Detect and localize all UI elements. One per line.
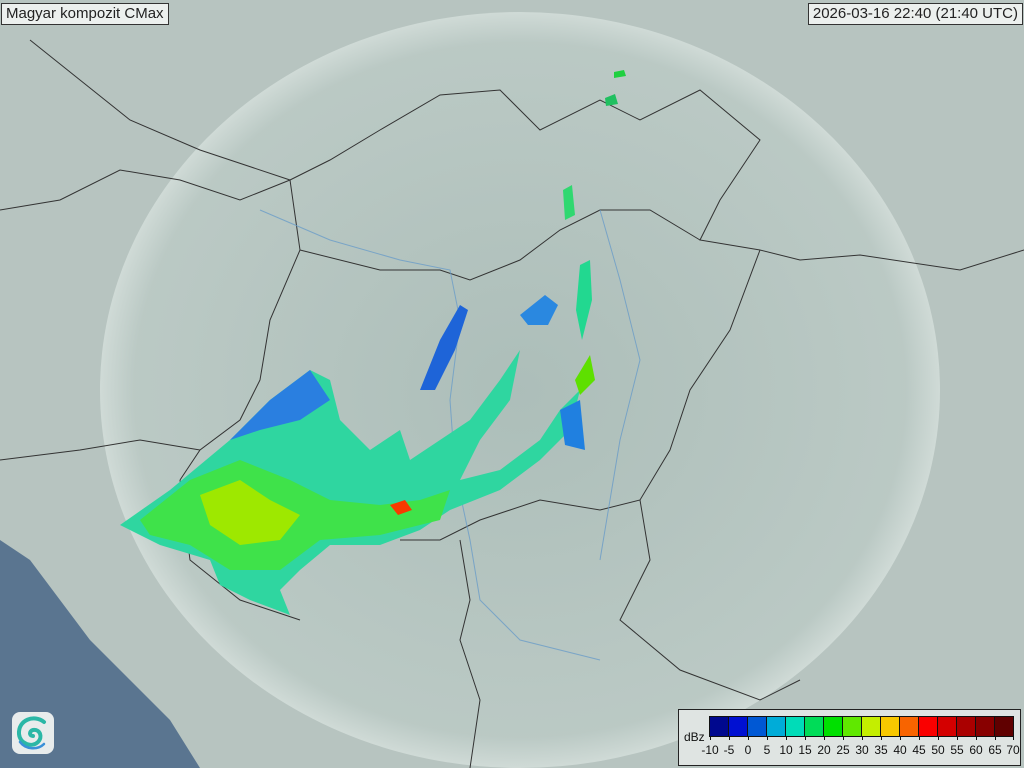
legend-color-swatch <box>995 717 1013 736</box>
legend-tick-label: 0 <box>744 743 752 757</box>
legend-color-swatch <box>710 717 729 736</box>
legend-tick-mark <box>824 736 825 740</box>
legend-tick-label: 5 <box>763 743 771 757</box>
legend-color-swatch <box>881 717 900 736</box>
color-scale-bar <box>709 716 1014 737</box>
legend-tick-label: -5 <box>723 743 735 757</box>
legend-tick-label: 65 <box>988 743 1002 757</box>
legend-tick-label: 10 <box>779 743 793 757</box>
legend-tick-mark <box>862 736 863 740</box>
swirl-icon <box>17 716 46 750</box>
legend-tick-mark <box>1013 736 1014 740</box>
legend-color-swatch <box>729 717 748 736</box>
legend-color-swatch <box>843 717 862 736</box>
legend-tick-mark <box>995 736 996 740</box>
legend-color-swatch <box>862 717 881 736</box>
legend-tick-mark <box>843 736 844 740</box>
legend-tick-label: 25 <box>836 743 850 757</box>
legend-tick-mark <box>919 736 920 740</box>
legend-tick-label: -10 <box>701 743 719 757</box>
met-service-swirl-logo[interactable] <box>12 712 54 754</box>
legend-tick-label: 40 <box>893 743 907 757</box>
legend-color-swatch <box>957 717 976 736</box>
timestamp: 2026-03-16 22:40 (21:40 UTC) <box>807 3 1023 25</box>
legend-tick-mark <box>805 736 806 740</box>
radar-coverage-area <box>100 12 940 768</box>
legend-tick-mark <box>786 736 787 740</box>
legend-tick-label: 45 <box>912 743 926 757</box>
legend-tick-mark <box>957 736 958 740</box>
legend-tick-mark <box>710 736 711 740</box>
legend-color-swatch <box>805 717 824 736</box>
legend-tick-mark <box>729 736 730 740</box>
legend-tick-label: 35 <box>874 743 888 757</box>
legend-tick-mark <box>881 736 882 740</box>
legend-color-swatch <box>976 717 995 736</box>
legend-color-swatch <box>786 717 805 736</box>
legend-color-swatch <box>824 717 843 736</box>
legend-tick-mark <box>900 736 901 740</box>
dbz-legend: dBz -10 -5 0 5 10 15 20 25 30 35 40 45 50 55 60 65 70 <box>678 709 1021 766</box>
rivers <box>259 209 641 661</box>
legend-tick-label: 60 <box>969 743 983 757</box>
legend-tick-label: 15 <box>798 743 812 757</box>
legend-color-swatch <box>767 717 786 736</box>
legend-tick-mark <box>976 736 977 740</box>
legend-tick-label: 20 <box>817 743 831 757</box>
legend-color-swatch <box>919 717 938 736</box>
product-title: Magyar kompozit CMax <box>1 3 169 25</box>
legend-tick-label: 50 <box>931 743 945 757</box>
legend-color-swatch <box>748 717 767 736</box>
legend-tick-label: 30 <box>855 743 869 757</box>
legend-tick-label: 55 <box>950 743 964 757</box>
legend-color-swatch <box>938 717 957 736</box>
sea-adriatic <box>0 540 200 768</box>
legend-tick-label: 70 <box>1006 743 1020 757</box>
legend-color-swatch <box>900 717 919 736</box>
legend-tick-mark <box>938 736 939 740</box>
legend-unit: dBz <box>684 730 705 744</box>
radar-echoes <box>120 70 626 615</box>
legend-tick-mark <box>767 736 768 740</box>
legend-tick-mark <box>748 736 749 740</box>
